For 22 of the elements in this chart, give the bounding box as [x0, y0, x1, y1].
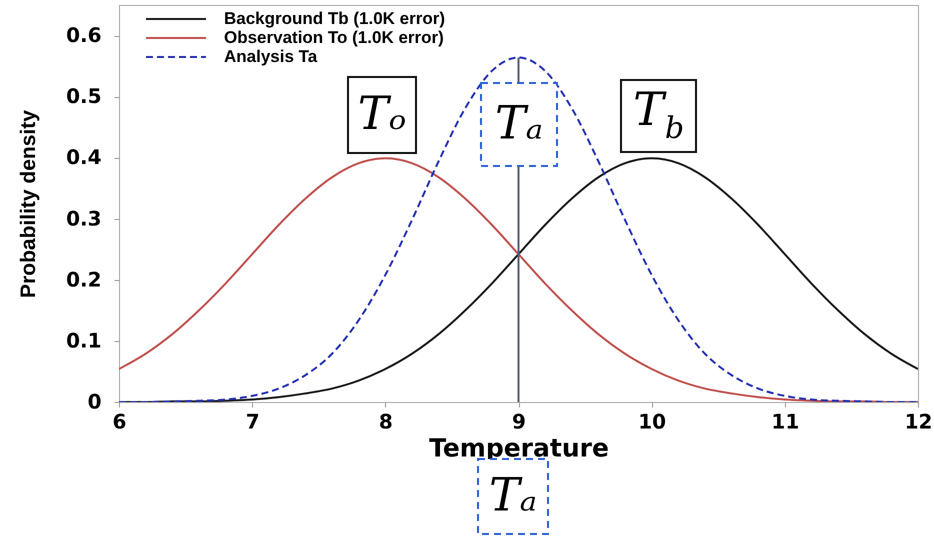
y-tick-label: 0: [88, 390, 102, 414]
x-tick-label: 12: [904, 410, 932, 434]
text: Tₐ: [489, 468, 537, 522]
legend-label: Observation To (1.0K error): [224, 28, 444, 47]
x-tick-label: 9: [512, 410, 526, 434]
y-axis-title: Probability density: [17, 110, 40, 298]
x-tick-label: 7: [246, 410, 260, 434]
y-tick-label: 0.2: [66, 267, 102, 292]
x-tick-label: 10: [638, 410, 666, 434]
x-tick-label: 6: [112, 410, 126, 434]
x-axis-title: Temperature: [429, 434, 609, 462]
y-tick-label: 0.1: [66, 328, 102, 352]
y-tick-label: 0.3: [66, 206, 102, 230]
y-tick-label: 0.5: [66, 84, 102, 108]
x-tick-label: 8: [378, 410, 393, 434]
annotation: Tₐ: [495, 96, 543, 150]
legend-label: Background Tb (1.0K error): [224, 9, 446, 28]
annotation: Tₒ: [358, 86, 406, 140]
x-tick-label: 11: [771, 410, 800, 434]
y-tick-label: 0.6: [66, 23, 102, 48]
legend-label: Analysis Ta: [224, 47, 318, 66]
y-tick-label: 0.4: [66, 145, 102, 170]
